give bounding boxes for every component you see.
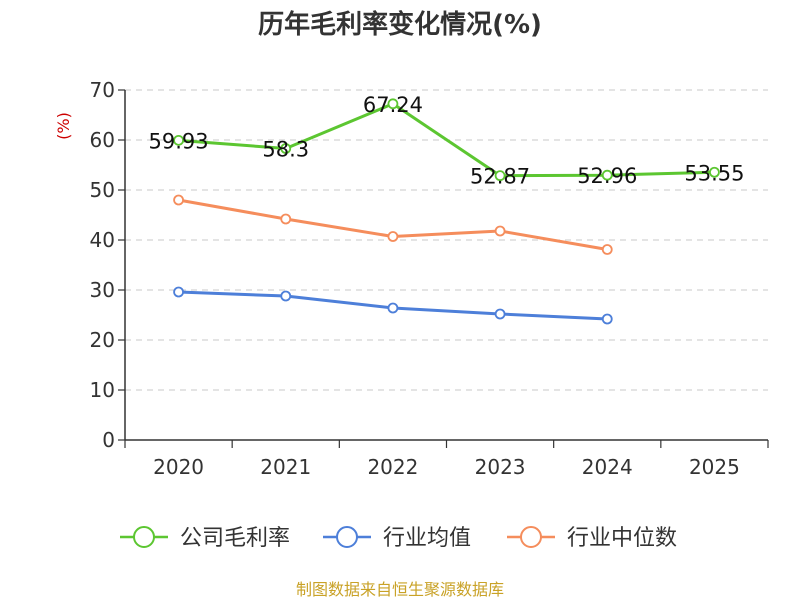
y-tick-label: 40 [90,228,115,252]
series-2 [173,194,613,255]
data-label: 67.24 [363,93,423,117]
grid-lines [125,89,768,391]
legend-item-0: 公司毛利率 [120,526,290,551]
series-line [178,198,608,251]
data-point [280,213,292,225]
legend-marker [133,526,155,548]
y-tick-label: 60 [90,128,115,152]
axes: 0 10 20 30 40 50 60 70 2020 2021 2022 2023 2024 2025 [90,78,769,479]
x-tick-label: 2025 [689,455,740,479]
series-1 [173,286,613,325]
y-tick-label: 70 [90,78,115,102]
data-point [601,169,613,181]
y-tick-label: 30 [90,278,115,302]
data-point [494,308,506,320]
y-tick-label: 20 [90,328,115,352]
data-point [387,98,399,110]
legend-marker [336,526,358,548]
data-point [494,225,506,237]
x-tick-label: 2024 [582,455,633,479]
y-tick-label: 10 [90,378,115,402]
x-tick-label: 2023 [475,455,526,479]
chart-title: 历年毛利率变化情况(%) [258,9,542,40]
legend-item-2: 行业中位数 [507,526,677,551]
data-point [601,244,613,255]
data-point [173,194,184,206]
data-point [601,313,613,325]
legend-label: 行业均值 [383,526,471,551]
legend-label: 公司毛利率 [180,526,290,551]
data-label: 59.93 [149,129,209,153]
legend: 公司毛利率 行业均值 行业中位数 [120,526,677,551]
data-point [494,170,506,182]
data-point [387,231,399,242]
x-tick-label: 2021 [260,455,311,479]
data-point [387,302,399,314]
data-point [173,134,184,146]
y-tick-label: 0 [102,428,115,452]
legend-marker [520,526,542,548]
series-layer: 59.93 58.3 67.24 52.87 52.96 53.55 [149,93,744,325]
source-note: 制图数据来自恒生聚源数据库 [296,580,504,599]
x-tick-label: 2020 [153,455,204,479]
legend-item-1: 行业均值 [323,526,471,551]
x-tick-label: 2022 [367,455,418,479]
series-0 [173,98,720,182]
y-tick-label: 50 [90,178,115,202]
data-label: 58.3 [262,138,309,162]
data-point [709,166,720,178]
y-axis-label: (%) [54,112,73,140]
data-point [280,290,292,302]
data-label: 52.96 [577,164,637,188]
data-label: 52.87 [470,165,530,189]
data-point [280,143,292,154]
data-point [173,286,184,298]
data-label: 53.55 [684,161,744,185]
series-line [178,102,715,178]
legend-label: 行业中位数 [567,526,677,551]
